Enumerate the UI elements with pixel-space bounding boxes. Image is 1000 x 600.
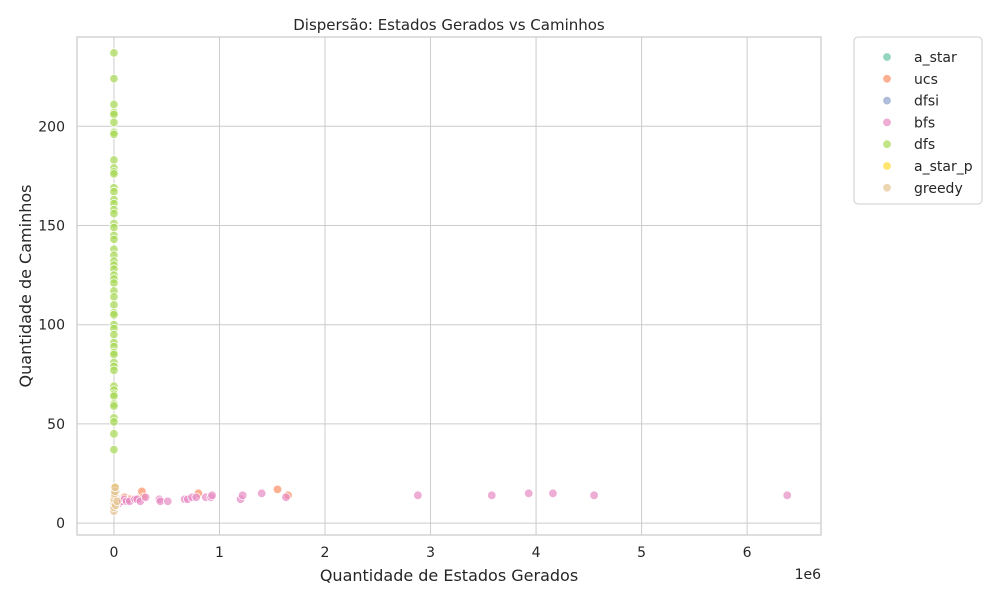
legend-marker bbox=[882, 52, 892, 62]
data-point bbox=[256, 488, 267, 499]
data-point bbox=[112, 496, 122, 506]
data-point bbox=[109, 208, 119, 219]
data-point bbox=[109, 187, 119, 197]
data-point bbox=[109, 444, 119, 455]
data-point bbox=[548, 488, 558, 499]
legend-entry: a_star_p bbox=[914, 159, 973, 175]
data-point bbox=[110, 482, 120, 493]
data-point bbox=[109, 155, 119, 165]
data-point bbox=[109, 278, 119, 288]
data-point bbox=[207, 490, 217, 501]
x-axis-label: Quantidade de Estados Gerados bbox=[320, 566, 578, 585]
x-tick-label: 0 bbox=[109, 545, 118, 561]
legend-entry: bfs bbox=[914, 115, 935, 131]
data-point bbox=[109, 117, 119, 128]
series-greedy bbox=[109, 482, 122, 516]
legend-entry: a_star bbox=[914, 50, 957, 66]
plot-frame bbox=[76, 36, 822, 536]
data-point bbox=[413, 490, 423, 501]
data-point bbox=[109, 401, 119, 411]
data-point bbox=[281, 492, 291, 503]
y-tick-label: 50 bbox=[47, 417, 65, 433]
data-point bbox=[109, 129, 119, 139]
series-dfs bbox=[109, 48, 119, 455]
x-tick-label: 5 bbox=[637, 545, 646, 561]
data-point bbox=[487, 490, 497, 501]
x-axis-ticks: 0 1 2 3 4 5 6 bbox=[109, 545, 751, 561]
data-point bbox=[109, 109, 119, 120]
data-point bbox=[109, 391, 119, 401]
y-tick-label: 200 bbox=[38, 119, 65, 135]
data-point bbox=[109, 300, 119, 310]
data-point bbox=[782, 490, 792, 501]
y-tick-label: 100 bbox=[38, 318, 65, 334]
grid-lines bbox=[77, 37, 821, 535]
data-point bbox=[109, 365, 119, 376]
series-bfs bbox=[114, 488, 792, 508]
data-point bbox=[109, 429, 119, 439]
data-points bbox=[109, 48, 792, 516]
data-point bbox=[109, 99, 119, 110]
legend-entry: greedy bbox=[914, 181, 963, 197]
data-point bbox=[109, 417, 119, 427]
x-axis-offset-text: 1e6 bbox=[795, 567, 822, 583]
legend-marker bbox=[882, 161, 892, 171]
legend-entry: dfsi bbox=[914, 94, 939, 110]
data-point bbox=[163, 496, 173, 506]
data-point bbox=[109, 292, 119, 302]
data-point bbox=[589, 490, 599, 501]
data-point bbox=[109, 310, 119, 320]
x-tick-label: 6 bbox=[743, 545, 752, 561]
data-point bbox=[109, 48, 119, 58]
data-point bbox=[140, 492, 151, 503]
legend-marker bbox=[882, 139, 892, 149]
data-point bbox=[272, 484, 283, 495]
data-point bbox=[109, 169, 119, 179]
x-tick-label: 1 bbox=[215, 545, 224, 561]
data-point bbox=[191, 492, 201, 503]
y-tick-label: 0 bbox=[56, 516, 65, 532]
x-tick-label: 2 bbox=[321, 545, 330, 561]
y-tick-label: 150 bbox=[38, 218, 65, 234]
data-point bbox=[109, 222, 119, 233]
legend-marker bbox=[882, 183, 892, 193]
legend-entry: ucs bbox=[914, 72, 938, 88]
x-tick-label: 4 bbox=[532, 545, 541, 561]
legend-marker bbox=[882, 74, 892, 84]
legend-marker bbox=[882, 117, 892, 128]
data-point bbox=[109, 349, 119, 360]
data-point bbox=[523, 488, 534, 499]
data-point bbox=[109, 234, 119, 245]
y-axis-ticks: 0 50 100 150 200 bbox=[38, 119, 65, 532]
y-axis-label: Quantidade de Caminhos bbox=[16, 185, 35, 388]
x-tick-label: 3 bbox=[426, 545, 435, 561]
data-point bbox=[109, 73, 119, 84]
legend-entry: dfs bbox=[914, 137, 935, 153]
legend-marker bbox=[882, 95, 892, 106]
data-point bbox=[237, 490, 248, 501]
data-point bbox=[109, 329, 119, 340]
chart-title: Dispersão: Estados Gerados vs Caminhos bbox=[293, 16, 605, 34]
